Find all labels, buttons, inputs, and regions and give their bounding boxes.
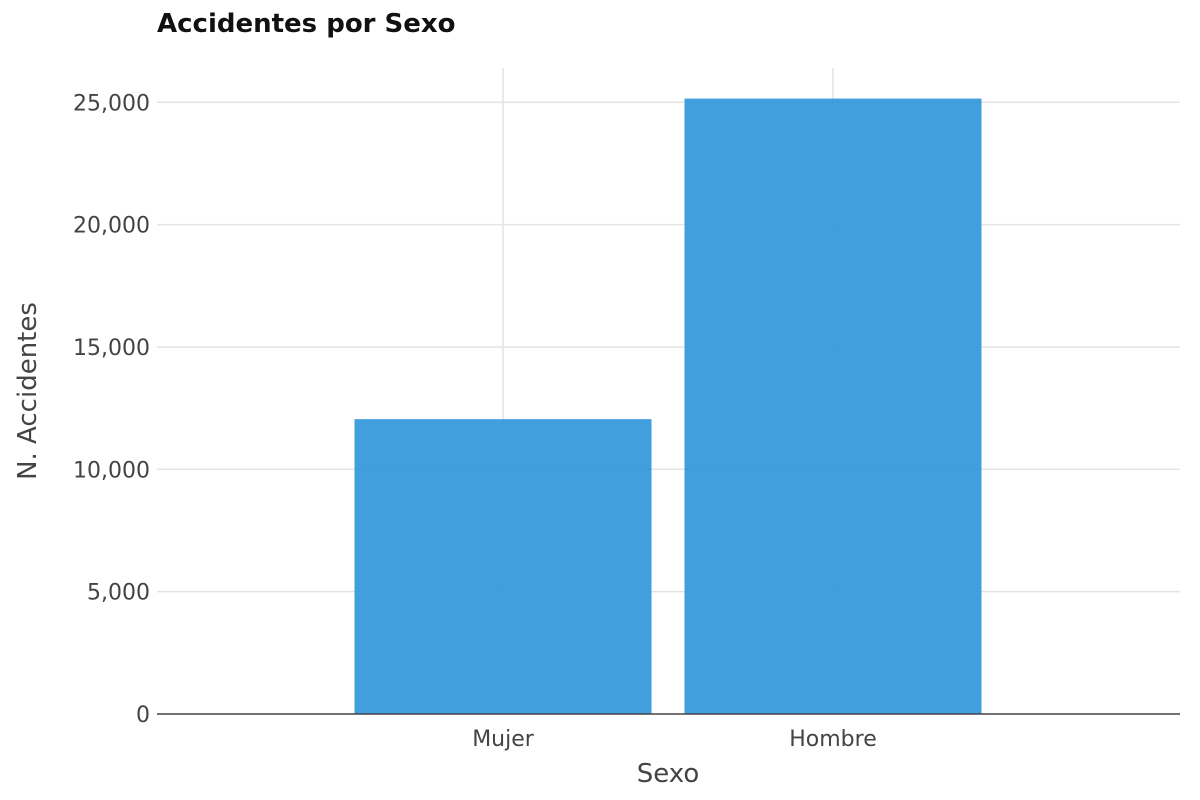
y-axis-ticks: 0 5,000 10,000 15,000 20,000 25,000 [73, 91, 150, 728]
y-tick-label: 20,000 [73, 214, 150, 239]
x-tick-label: Mujer [472, 727, 535, 752]
x-axis-title: Sexo [637, 759, 700, 789]
gridlines [157, 68, 1180, 714]
y-tick-label: 5,000 [87, 581, 150, 606]
x-tick-label: Hombre [789, 727, 877, 752]
y-tick-label: 0 [136, 703, 150, 728]
y-tick-label: 15,000 [73, 336, 150, 361]
y-tick-label: 10,000 [73, 458, 150, 483]
bar-mujer [354, 419, 652, 714]
y-tick-label: 25,000 [73, 91, 150, 116]
chart-title: Accidentes por Sexo [157, 9, 456, 39]
y-axis-title: N. Accidentes [13, 302, 43, 480]
bars [354, 98, 982, 715]
bar-hombre [684, 98, 982, 715]
x-axis-ticks: Mujer Hombre [472, 727, 877, 752]
